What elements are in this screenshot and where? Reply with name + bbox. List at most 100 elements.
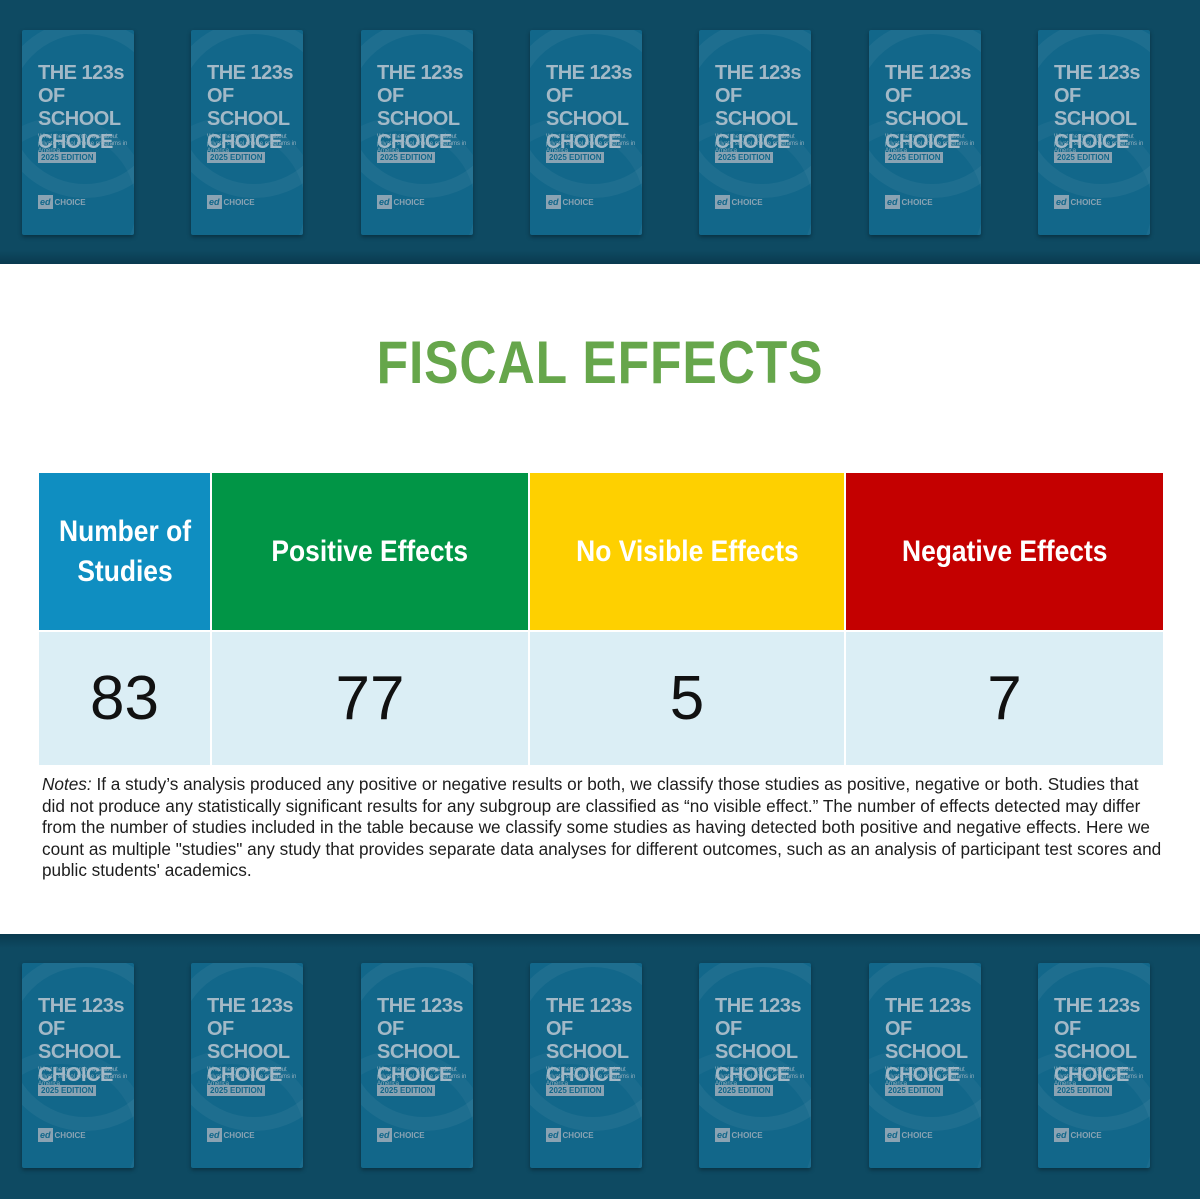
book-title-line: CHOICE xyxy=(207,1064,282,1086)
book-title-line: OF SCHOOL xyxy=(207,1018,290,1063)
edchoice-logo: ed CHOICE xyxy=(377,195,425,209)
book-title-line: CHOICE xyxy=(546,1064,621,1086)
notes-text: If a study’s analysis produced any posit… xyxy=(42,774,1162,881)
logo-ed: ed xyxy=(546,1128,561,1142)
book-subtitle: What the research says about private sch… xyxy=(377,1067,467,1087)
fiscal-effects-table: Number of Studies 83 Positive Effects 77 No … xyxy=(39,473,1163,765)
book-title-line: OF SCHOOL xyxy=(377,1018,460,1063)
logo-choice: CHOICE xyxy=(54,197,86,207)
logo-choice: CHOICE xyxy=(562,197,594,207)
book-cover: THE 123s OF SCHOOL CHOICE What the research… xyxy=(191,963,303,1168)
header-label: No Visible Effects xyxy=(575,534,799,568)
logo-ed: ed xyxy=(207,195,222,209)
edchoice-logo: ed CHOICE xyxy=(546,1128,594,1142)
book-title-line: THE 123s xyxy=(546,62,633,84)
book-title-line: THE 123s xyxy=(377,995,464,1017)
logo-choice: CHOICE xyxy=(901,1130,933,1140)
book-edition: 2025 EDITION xyxy=(546,152,605,163)
book-edition: 2025 EDITION xyxy=(1054,1085,1113,1096)
book-title-line: CHOICE xyxy=(377,131,452,153)
logo-ed: ed xyxy=(1054,195,1069,209)
book-title-line: CHOICE xyxy=(1054,1064,1129,1086)
logo-choice: CHOICE xyxy=(562,1130,594,1140)
book-title: THE 123s OF SCHOOL CHOICE xyxy=(546,62,638,154)
book-edition: 2025 EDITION xyxy=(715,152,774,163)
logo-choice: CHOICE xyxy=(223,1130,255,1140)
bottom-book-banner: THE 123s OF SCHOOL CHOICE What the research… xyxy=(0,934,1200,1199)
logo-choice: CHOICE xyxy=(731,1130,763,1140)
logo-ed: ed xyxy=(207,1128,222,1142)
edchoice-logo: ed CHOICE xyxy=(715,195,763,209)
edchoice-logo: ed CHOICE xyxy=(546,195,594,209)
book-title-line: THE 123s xyxy=(38,62,125,84)
book-title-line: THE 123s xyxy=(38,995,125,1017)
edchoice-logo: ed CHOICE xyxy=(885,1128,933,1142)
book-title: THE 123s OF SCHOOL CHOICE xyxy=(546,995,638,1087)
book-title-line: THE 123s xyxy=(1054,62,1141,84)
book-title: THE 123s OF SCHOOL CHOICE xyxy=(38,62,130,154)
book-title-line: CHOICE xyxy=(38,1064,113,1086)
logo-ed: ed xyxy=(377,1128,392,1142)
book-cover: THE 123s OF SCHOOL CHOICE What the research… xyxy=(869,30,981,235)
header-cell-positive: Positive Effects xyxy=(212,473,528,630)
top-book-banner: THE 123s OF SCHOOL CHOICE What the research… xyxy=(0,0,1200,264)
book-title-line: CHOICE xyxy=(715,131,790,153)
logo-choice: CHOICE xyxy=(54,1130,86,1140)
book-title-line: CHOICE xyxy=(885,131,960,153)
book-title: THE 123s OF SCHOOL CHOICE xyxy=(377,995,469,1087)
book-title: THE 123s OF SCHOOL CHOICE xyxy=(1054,995,1146,1087)
logo-ed: ed xyxy=(885,195,900,209)
book-edition: 2025 EDITION xyxy=(38,152,97,163)
book-edition: 2025 EDITION xyxy=(207,1085,266,1096)
book-title-line: THE 123s xyxy=(885,62,972,84)
logo-ed: ed xyxy=(38,1128,53,1142)
book-subtitle: What the research says about private sch… xyxy=(207,134,297,154)
book-cover: THE 123s OF SCHOOL CHOICE What the research… xyxy=(530,963,642,1168)
header-cell-studies: Number of Studies xyxy=(39,473,210,630)
book-subtitle: What the research says about private sch… xyxy=(377,134,467,154)
book-title: THE 123s OF SCHOOL CHOICE xyxy=(38,995,130,1087)
book-title-line: CHOICE xyxy=(715,1064,790,1086)
book-title: THE 123s OF SCHOOL CHOICE xyxy=(715,62,807,154)
value-cell-negative: 7 xyxy=(846,632,1163,765)
book-title-line: OF SCHOOL xyxy=(1054,85,1137,130)
book-title-line: OF SCHOOL xyxy=(377,85,460,130)
book-title: THE 123s OF SCHOOL CHOICE xyxy=(885,62,977,154)
book-title-line: OF SCHOOL xyxy=(546,85,629,130)
page-title: FISCAL EFFECTS xyxy=(376,329,824,396)
book-title-line: CHOICE xyxy=(546,131,621,153)
edchoice-logo: ed CHOICE xyxy=(377,1128,425,1142)
book-title-line: OF SCHOOL xyxy=(715,1018,798,1063)
value-cell-positive: 77 xyxy=(212,632,528,765)
book-title-line: THE 123s xyxy=(1054,995,1141,1017)
book-edition: 2025 EDITION xyxy=(377,152,436,163)
book-title-line: CHOICE xyxy=(377,1064,452,1086)
header-cell-no_visible: No Visible Effects xyxy=(530,473,844,630)
book-title: THE 123s OF SCHOOL CHOICE xyxy=(207,62,299,154)
book-edition: 2025 EDITION xyxy=(546,1085,605,1096)
header-label: Negative Effects xyxy=(901,534,1108,568)
logo-ed: ed xyxy=(38,195,53,209)
value-label: 83 xyxy=(90,664,159,733)
book-cover: THE 123s OF SCHOOL CHOICE What the research… xyxy=(361,963,473,1168)
book-title-line: THE 123s xyxy=(715,995,802,1017)
book-edition: 2025 EDITION xyxy=(715,1085,774,1096)
book-title: THE 123s OF SCHOOL CHOICE xyxy=(377,62,469,154)
book-title-line: OF SCHOOL xyxy=(885,1018,968,1063)
book-cover: THE 123s OF SCHOOL CHOICE What the research… xyxy=(191,30,303,235)
book-title: THE 123s OF SCHOOL CHOICE xyxy=(715,995,807,1087)
book-cover: THE 123s OF SCHOOL CHOICE What the research… xyxy=(869,963,981,1168)
edchoice-logo: ed CHOICE xyxy=(207,195,255,209)
logo-ed: ed xyxy=(885,1128,900,1142)
book-cover: THE 123s OF SCHOOL CHOICE What the research… xyxy=(1038,963,1150,1168)
logo-choice: CHOICE xyxy=(1070,1130,1102,1140)
edchoice-logo: ed CHOICE xyxy=(1054,1128,1102,1142)
header-label: Number of Studies xyxy=(58,514,191,588)
book-title-line: THE 123s xyxy=(207,62,294,84)
logo-ed: ed xyxy=(546,195,561,209)
book-title-line: THE 123s xyxy=(885,995,972,1017)
book-title-line: THE 123s xyxy=(715,62,802,84)
book-cover: THE 123s OF SCHOOL CHOICE What the research… xyxy=(699,963,811,1168)
book-edition: 2025 EDITION xyxy=(38,1085,97,1096)
book-title-line: CHOICE xyxy=(885,1064,960,1086)
